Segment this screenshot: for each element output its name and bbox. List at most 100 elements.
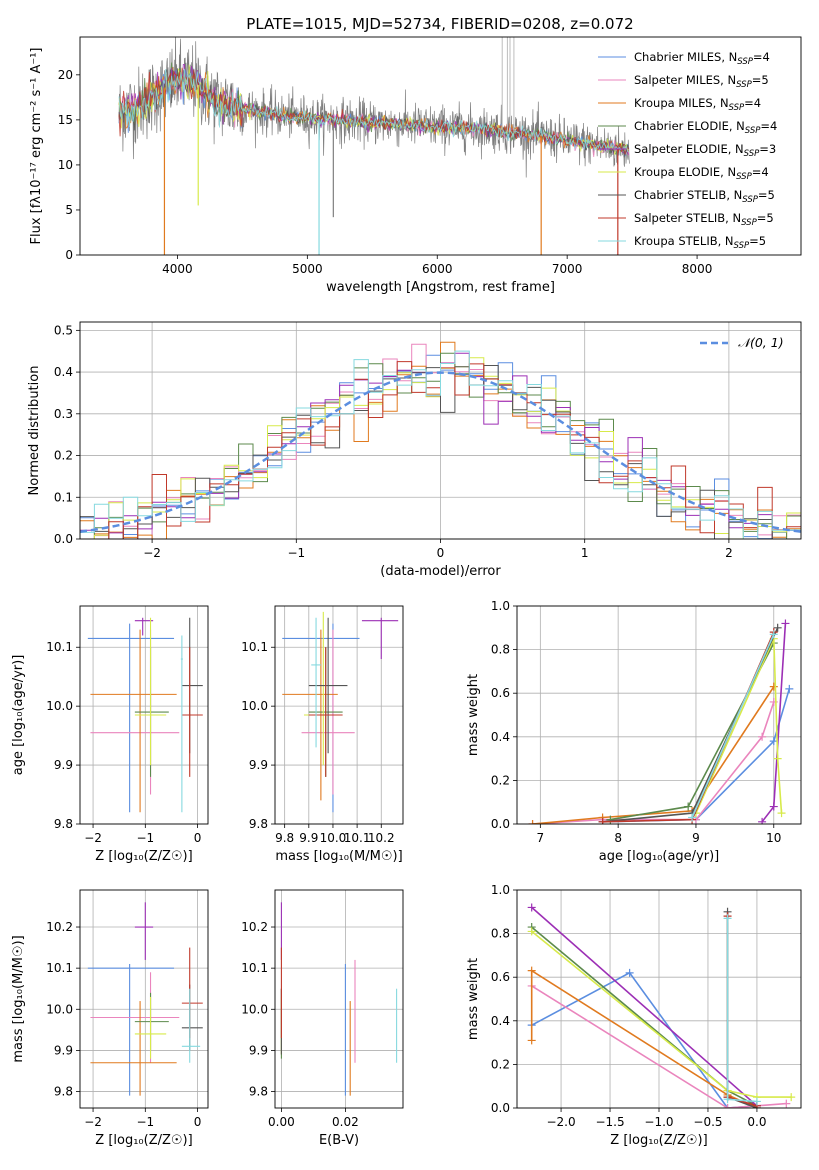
spectrum-series <box>118 37 630 255</box>
x-tick-label: 10.2 <box>368 831 395 845</box>
y-tick-label: 15 <box>58 113 73 127</box>
weight-marker <box>769 802 778 811</box>
legend-entry: Chabrier MILES, NSSP=4 <box>634 50 770 67</box>
legend-entry-suffix: =5 <box>758 188 775 202</box>
age_vs_Z-points <box>87 617 203 813</box>
y-tick-label: 0.8 <box>491 927 510 941</box>
y-tick-label: 10.2 <box>241 920 268 934</box>
y-tick-label: 9.8 <box>249 817 268 831</box>
y-tick-label: 0 <box>65 248 73 262</box>
residual_hist-axes: −2 −1 0 1 2 0.0 0.1 0.2 0.3 0.4 0.5 (data-model)/er… <box>27 322 801 579</box>
y-tick-label: 10.1 <box>241 961 268 975</box>
weight-line <box>726 916 758 1107</box>
massweight_vs_age-series <box>528 619 794 824</box>
weight-marker <box>781 619 790 628</box>
x-tick-label: 9.8 <box>275 831 294 845</box>
spectrum-model-line <box>118 68 629 153</box>
y-tick-label: 0.4 <box>54 365 73 379</box>
x-tick-label: −1.0 <box>644 1115 673 1129</box>
weight-marker <box>527 1036 536 1045</box>
legend-entry-suffix: =4 <box>744 96 761 110</box>
x-tick-label: −1.5 <box>595 1115 624 1129</box>
x-axis-label: mass [log₁₀(M/M☉)] <box>275 849 402 864</box>
weight-marker <box>782 1099 791 1108</box>
y-tick-label: 0.4 <box>491 1014 510 1028</box>
weight-marker <box>723 1104 732 1108</box>
legend-entry-sub: SSP <box>734 241 750 251</box>
y-tick-label: 0.1 <box>54 490 73 504</box>
x-tick-label: −2 <box>84 831 102 845</box>
weight-marker <box>723 914 732 923</box>
x-axis-label: Z [log₁₀(Z/Z☉)] <box>610 1133 707 1148</box>
x-tick-label: −2 <box>84 1115 102 1129</box>
massweight_vs_Z-axes: −2.0 −1.5 −1.0 −0.5 0.0 0.0 0.2 0.4 0.6 0.8 1.0 Z [… <box>466 883 801 1148</box>
legend-entry-text: Kroupa MILES, N <box>634 96 729 110</box>
weight-line <box>691 633 775 818</box>
weight-line <box>695 638 783 814</box>
weight-marker <box>785 684 794 693</box>
y-tick-label: 1.0 <box>491 883 510 897</box>
weight-marker <box>758 817 767 824</box>
x-tick-label: 10 <box>766 831 781 845</box>
y-tick-label: 0.5 <box>54 323 73 337</box>
x-axis-label: wavelength [Angstrom, rest frame] <box>326 280 555 295</box>
x-tick-label: 0.02 <box>332 1115 359 1129</box>
weight-marker <box>777 809 786 818</box>
weight-line <box>531 906 758 1107</box>
y-tick-label: 20 <box>58 68 73 82</box>
x-tick-label: 10.0 <box>320 831 347 845</box>
age_vs_mass-frame <box>274 605 404 825</box>
x-tick-label: 0 <box>194 831 202 845</box>
histogram-legend: 𝒩(0, 1) <box>700 335 784 350</box>
age_vs_Z-frame <box>79 605 209 825</box>
x-axis-label: Z [log₁₀(Z/Z☉)] <box>95 1133 192 1148</box>
legend-entry: Kroupa MILES, NSSP=4 <box>634 96 761 113</box>
legend-entry-text: Kroupa STELIB, N <box>634 234 734 248</box>
legend-entry: Chabrier STELIB, NSSP=5 <box>634 188 775 205</box>
weight-marker <box>723 1095 732 1104</box>
x-tick-label: −2.0 <box>546 1115 575 1129</box>
x-tick-label: 7 <box>537 831 545 845</box>
mass_vs_Z-frame <box>79 889 209 1109</box>
y-tick-label: 0.0 <box>491 817 510 831</box>
weight-marker <box>769 630 778 639</box>
histogram-step <box>80 350 801 539</box>
weight-marker <box>527 927 536 936</box>
y-tick-label: 0.4 <box>491 730 510 744</box>
weight-marker <box>527 903 536 912</box>
legend-entry-suffix: =5 <box>749 234 766 248</box>
y-tick-label: 0.2 <box>54 449 73 463</box>
x-tick-label: 10.1 <box>344 831 371 845</box>
legend-entry: 𝒩(0, 1) <box>738 335 784 350</box>
y-tick-label: 0.6 <box>491 686 510 700</box>
x-tick-label: 8000 <box>682 262 713 276</box>
weight-marker <box>527 966 536 975</box>
legend-entry: Chabrier ELODIE, NSSP=4 <box>634 119 777 136</box>
weight-line <box>531 985 787 1108</box>
legend-entry-text: Salpeter STELIB, N <box>634 211 741 225</box>
spectrum-data-line <box>118 37 630 178</box>
legend-entry-suffix: =4 <box>760 119 777 133</box>
weight-line <box>531 930 792 1098</box>
massweight_vs_Z-frame <box>516 889 802 1109</box>
y-axis-label: mass weight <box>466 674 481 756</box>
y-axis-label: age [log₁₀(age/yr)] <box>11 655 26 776</box>
legend-entry-text: Chabrier STELIB, N <box>634 188 742 202</box>
y-tick-label: 9.9 <box>249 758 268 772</box>
mass_vs_ebv-frame <box>274 889 404 1109</box>
legend-entry-sub: SSP <box>736 172 752 182</box>
spectrum-axes: 4000 5000 6000 7000 8000 0 5 10 15 20 wavelength [… <box>29 48 712 296</box>
x-axis-label: E(B-V) <box>319 1133 359 1148</box>
x-tick-label: 7000 <box>552 262 583 276</box>
y-tick-label: 0.2 <box>491 773 510 787</box>
y-tick-label: 0.6 <box>491 970 510 984</box>
weight-marker <box>787 1093 796 1102</box>
weight-line <box>532 686 775 824</box>
y-tick-label: 9.9 <box>54 758 73 772</box>
age_vs_Z-axes: −2 −1 0 9.8 9.9 10.0 10.1 Z [log₁₀(Z/Z☉)] age [l… <box>11 606 208 864</box>
legend-entry-sub: SSP <box>745 126 761 136</box>
figure-title: PLATE=1015, MJD=52734, FIBERID=0208, z=0… <box>246 15 633 33</box>
legend-entry-sub: SSP <box>737 57 753 67</box>
